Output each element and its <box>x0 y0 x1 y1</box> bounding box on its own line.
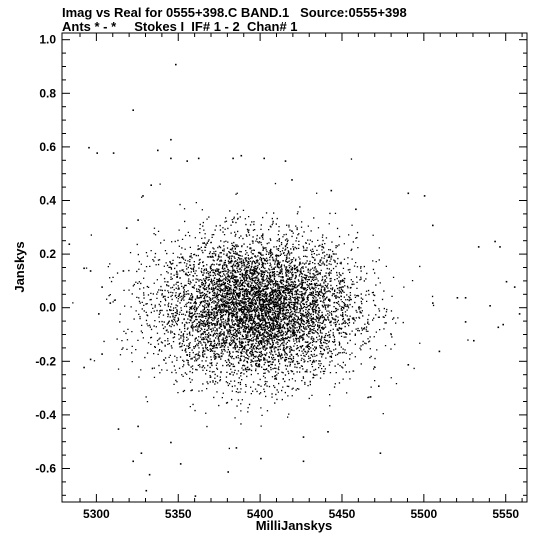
data-point <box>117 428 120 430</box>
data-point <box>369 396 372 398</box>
scatter-cloud <box>72 158 469 450</box>
x-axis-label: MilliJanskys <box>256 518 333 533</box>
x-tick-label: 5500 <box>410 507 437 521</box>
data-point <box>464 321 467 323</box>
data-point <box>232 157 234 160</box>
data-point <box>145 489 148 492</box>
data-point <box>240 154 243 157</box>
data-point <box>101 353 103 355</box>
data-point <box>456 297 459 299</box>
data-point <box>122 270 125 272</box>
data-point <box>235 447 238 449</box>
axis-ticks: 5300 5350 5400 5450 5500 5550 -0.6 -0.4 -0.2 0.0 0… <box>35 33 527 521</box>
data-point <box>513 286 516 288</box>
data-point <box>89 358 92 361</box>
data-point <box>150 184 152 186</box>
data-point <box>260 457 262 460</box>
data-point <box>83 267 85 270</box>
data-point <box>477 246 480 248</box>
data-point <box>148 473 151 476</box>
data-point <box>432 302 434 304</box>
data-point <box>101 286 103 288</box>
data-point <box>170 138 172 141</box>
y-axis-label: Janskys <box>12 241 27 292</box>
data-point <box>132 460 134 463</box>
data-point <box>327 431 329 433</box>
point-cloud <box>72 158 469 450</box>
x-tick-label: 5400 <box>247 507 274 521</box>
data-point <box>227 471 229 473</box>
data-point <box>407 364 410 366</box>
data-point <box>502 323 504 326</box>
data-point <box>355 208 357 211</box>
y-tick-label: 1.0 <box>39 33 56 47</box>
data-point <box>518 313 521 315</box>
data-point <box>497 326 500 329</box>
data-point <box>175 63 177 66</box>
data-point <box>140 452 143 454</box>
data-point <box>157 149 159 152</box>
x-tick-label: 5350 <box>165 507 192 521</box>
data-point <box>284 160 287 162</box>
data-point <box>194 495 197 497</box>
data-point <box>379 452 382 454</box>
data-point <box>302 436 305 438</box>
x-tick-label: 5300 <box>83 507 110 521</box>
data-point <box>423 195 426 197</box>
y-tick-label: 0.4 <box>39 194 56 208</box>
chart-subtitle: Ants * - * Stokes I IF# 1 - 2 Chan# 1 <box>62 19 298 34</box>
data-point <box>263 157 265 160</box>
data-point <box>489 305 491 307</box>
data-point <box>132 109 134 111</box>
data-point <box>142 195 144 197</box>
plot-frame <box>61 32 528 503</box>
x-tick-label: 5450 <box>329 507 356 521</box>
data-point <box>109 302 112 304</box>
data-point <box>505 280 508 283</box>
data-point <box>494 240 496 243</box>
data-point <box>170 441 172 444</box>
y-tick-label: -0.4 <box>35 408 56 422</box>
chart-title: Imag vs Real for 0555+398.C BAND.1 Sourc… <box>62 5 407 20</box>
y-tick-label: -0.6 <box>35 462 56 476</box>
data-point <box>96 152 98 154</box>
data-point <box>499 246 501 248</box>
data-point <box>125 227 128 229</box>
data-point <box>302 460 305 463</box>
data-point <box>83 366 85 369</box>
scatter-points <box>68 63 521 497</box>
data-point <box>137 219 139 221</box>
data-point <box>98 313 100 315</box>
data-point <box>464 297 467 299</box>
y-tick-label: 0.6 <box>39 140 56 154</box>
y-tick-label: 0.0 <box>39 301 56 315</box>
y-tick-label: 0.2 <box>39 247 56 261</box>
data-point <box>89 270 92 272</box>
data-point <box>68 243 71 245</box>
y-tick-label: -0.2 <box>35 354 56 368</box>
data-point <box>473 339 475 342</box>
data-point <box>432 224 434 227</box>
data-point <box>88 146 90 149</box>
data-point <box>179 463 182 465</box>
data-point <box>197 157 200 160</box>
data-point <box>378 385 380 387</box>
data-point <box>186 160 188 162</box>
data-point <box>291 179 293 181</box>
data-point <box>137 425 139 428</box>
data-point <box>112 152 115 154</box>
data-point <box>170 157 172 160</box>
x-tick-label: 5550 <box>492 507 519 521</box>
data-point <box>438 350 441 353</box>
data-point <box>407 192 410 195</box>
data-point <box>330 189 333 192</box>
y-tick-label: 0.8 <box>39 86 56 100</box>
